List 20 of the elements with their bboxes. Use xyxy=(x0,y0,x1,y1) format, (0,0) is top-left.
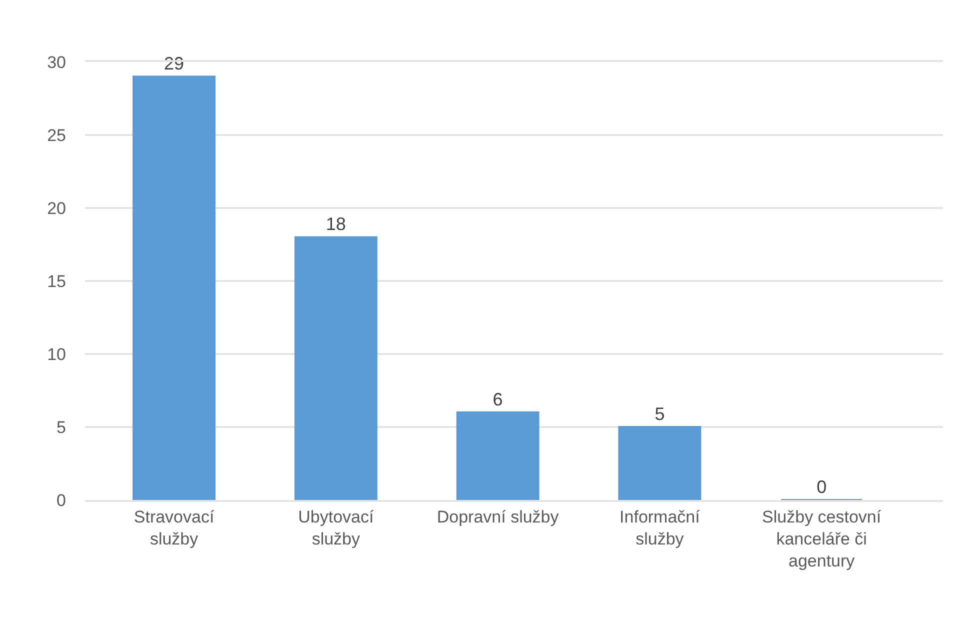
y-tick-label: 25 xyxy=(47,126,66,145)
y-tick-label: 0 xyxy=(56,490,66,510)
x-tick-label: Služby cestovní kanceláře či agentury xyxy=(762,507,882,571)
x-tick-label: Informační služby xyxy=(620,507,700,548)
bar xyxy=(456,411,540,500)
data-label: 0 xyxy=(816,477,827,497)
bar xyxy=(618,426,702,500)
y-tick-label: 20 xyxy=(47,198,66,218)
y-tick-label: 10 xyxy=(47,344,66,364)
x-tick-label: Stravovací služby xyxy=(134,507,214,548)
y-tick-label: 30 xyxy=(47,52,66,72)
data-label: 6 xyxy=(492,389,503,410)
x-tick-label: Dopravní služby xyxy=(436,507,560,526)
data-label: 5 xyxy=(654,404,665,424)
y-tick-label: 5 xyxy=(56,418,66,437)
bar xyxy=(132,76,216,500)
y-tick-label: 15 xyxy=(47,272,66,291)
data-label: 18 xyxy=(326,214,346,234)
bar xyxy=(294,236,378,500)
x-tick-label: Ubytovací služby xyxy=(298,507,374,548)
